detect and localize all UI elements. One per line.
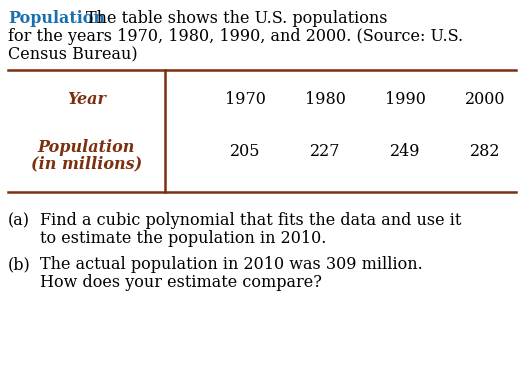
- Text: 205: 205: [230, 143, 260, 160]
- Text: 1990: 1990: [385, 91, 425, 108]
- Text: (a): (a): [8, 212, 30, 229]
- Text: Population: Population: [8, 10, 105, 27]
- Text: (in millions): (in millions): [31, 156, 142, 172]
- Text: Census Bureau): Census Bureau): [8, 46, 138, 63]
- Text: Find a cubic polynomial that fits the data and use it: Find a cubic polynomial that fits the da…: [40, 212, 461, 229]
- Text: How does your estimate compare?: How does your estimate compare?: [40, 274, 322, 291]
- Text: The actual population in 2010 was 309 million.: The actual population in 2010 was 309 mi…: [40, 256, 423, 273]
- Text: The table shows the U.S. populations: The table shows the U.S. populations: [86, 10, 388, 27]
- Text: 1980: 1980: [304, 91, 345, 108]
- Text: 2000: 2000: [465, 91, 505, 108]
- Text: Year: Year: [67, 91, 106, 108]
- Text: 227: 227: [310, 143, 340, 160]
- Text: (b): (b): [8, 256, 31, 273]
- Text: 282: 282: [470, 143, 500, 160]
- Text: to estimate the population in 2010.: to estimate the population in 2010.: [40, 230, 326, 247]
- Text: 249: 249: [390, 143, 420, 160]
- Text: 1970: 1970: [225, 91, 266, 108]
- Text: Population: Population: [38, 139, 135, 156]
- Text: for the years 1970, 1980, 1990, and 2000. (Source: U.S.: for the years 1970, 1980, 1990, and 2000…: [8, 28, 463, 45]
